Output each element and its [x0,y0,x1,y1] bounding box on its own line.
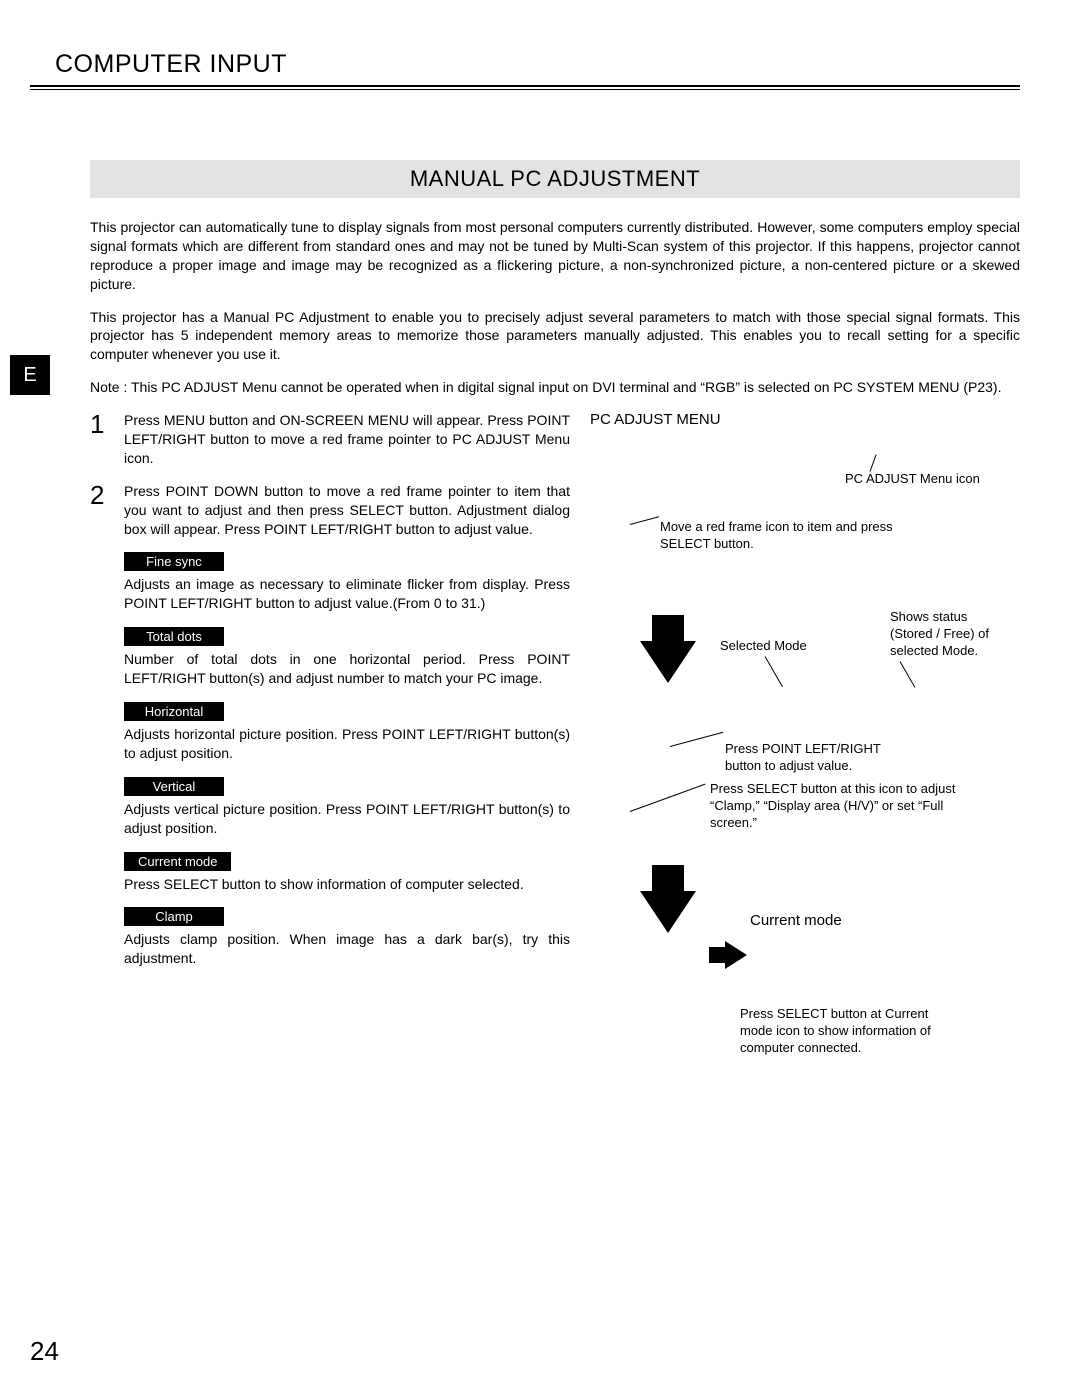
param-current-mode: Current mode Press SELECT button to show… [124,852,570,894]
step-number: 1 [90,411,112,468]
right-column: PC ADJUST MENU PC ADJUST Menu icon Move … [590,411,1020,982]
callout-status: Shows status (Stored / Free) of selected… [890,609,1010,660]
pointer-line [670,732,723,747]
intro-paragraph-2: This projector has a Manual PC Adjustmen… [90,308,1020,365]
callout-selected-mode: Selected Mode [720,638,807,655]
param-desc: Number of total dots in one horizontal p… [124,650,570,688]
param-desc: Adjusts vertical picture position. Press… [124,800,570,838]
step-text: Press MENU button and ON-SCREEN MENU wil… [124,411,570,468]
page-header: COMPUTER INPUT [55,50,1020,79]
arrow-down-icon [640,641,696,683]
section-banner: MANUAL PC ADJUSTMENT [90,160,1020,198]
page-number: 24 [30,1336,59,1367]
language-tab: E [10,355,50,395]
step-1: 1 Press MENU button and ON-SCREEN MENU w… [90,411,570,468]
param-label: Vertical [124,777,224,796]
param-label: Total dots [124,627,224,646]
note-paragraph: Note : This PC ADJUST Menu cannot be ope… [90,378,1020,397]
intro-paragraph-1: This projector can automatically tune to… [90,218,1020,294]
callout-adjust-value: Press POINT LEFT/RIGHT button to adjust … [725,741,905,775]
step-number: 2 [90,482,112,539]
param-fine-sync: Fine sync Adjusts an image as necessary … [124,552,570,613]
pointer-line [630,516,659,525]
param-horizontal: Horizontal Adjusts horizontal picture po… [124,702,570,763]
pointer-line [765,656,783,687]
param-clamp: Clamp Adjusts clamp position. When image… [124,907,570,968]
callout-current-mode-label: Current mode [750,911,842,931]
pointer-line [630,784,706,812]
step-2: 2 Press POINT DOWN button to move a red … [90,482,570,539]
param-desc: Adjusts horizontal picture position. Pre… [124,725,570,763]
param-desc: Press SELECT button to show information … [124,875,570,894]
param-desc: Adjusts an image as necessary to elimina… [124,575,570,613]
callout-current-mode-info: Press SELECT button at Current mode icon… [740,1006,940,1057]
pointer-line [870,455,877,472]
param-label: Horizontal [124,702,224,721]
param-vertical: Vertical Adjusts vertical picture positi… [124,777,570,838]
param-label: Fine sync [124,552,224,571]
callout-move-frame: Move a red frame icon to item and press … [660,519,940,553]
callout-select-icon: Press SELECT button at this icon to adju… [710,781,970,832]
left-column: 1 Press MENU button and ON-SCREEN MENU w… [90,411,570,982]
pointer-line [900,661,916,687]
param-label: Current mode [124,852,231,871]
param-total-dots: Total dots Number of total dots in one h… [124,627,570,688]
callout-menu-icon: PC ADJUST Menu icon [845,471,1005,488]
step-text: Press POINT DOWN button to move a red fr… [124,482,570,539]
arrow-down-icon [640,891,696,933]
param-label: Clamp [124,907,224,926]
header-rule [30,85,1020,90]
param-desc: Adjusts clamp position. When image has a… [124,930,570,968]
arrow-right-icon [725,941,747,969]
menu-title: PC ADJUST MENU [590,411,1020,428]
